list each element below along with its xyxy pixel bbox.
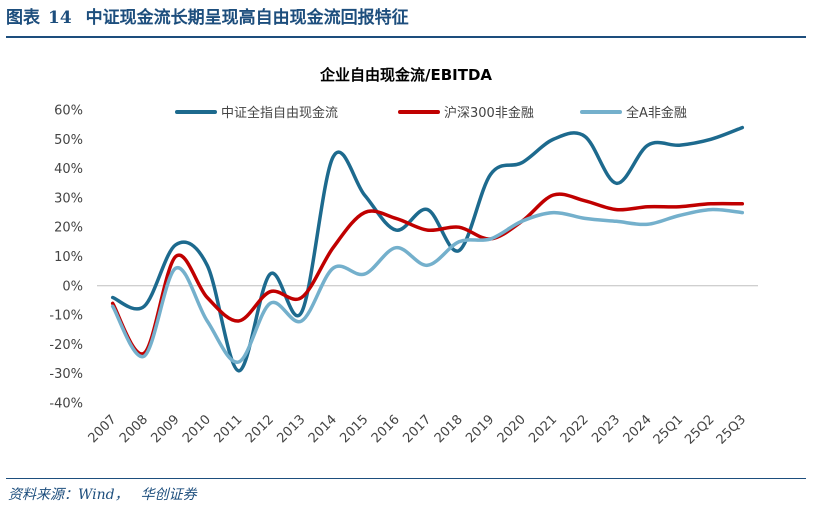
x-tick-label: 2021 (526, 412, 560, 446)
source-institution: 华创证券 (140, 487, 197, 503)
y-tick-label: 0% (62, 279, 83, 294)
x-tick-label: 2016 (369, 412, 403, 446)
y-axis-ticks: 60% 50% 40% 30% 20% 10% 0% -10% -20% -30% -40% (49, 104, 83, 412)
series-line (110, 125, 745, 373)
footer-divider (6, 478, 806, 479)
x-tick-label: 2019 (463, 412, 497, 446)
title-divider (6, 36, 806, 38)
x-tick-label: 2013 (274, 412, 308, 446)
figure-title-bar: 图表 14 中证现金流长期呈现高自由现金流回报特征 (6, 4, 409, 32)
y-tick-label: 20% (54, 221, 83, 236)
x-tick-label: 2008 (117, 412, 151, 446)
line-chart: 企业自由现金流/EBITDA 中证全指自由现金流 沪深300非金融 全A非金融 60… (49, 66, 758, 448)
x-tick-label: 25Q2 (682, 412, 717, 447)
series-lines (110, 125, 745, 373)
x-tick-label: 2012 (243, 412, 277, 446)
x-axis-ticks: 2007200820092010201120122013201420152016… (86, 412, 750, 447)
series-line (110, 207, 745, 364)
x-tick-label: 2022 (558, 412, 592, 446)
source-label: 资料来源： (8, 487, 78, 503)
x-tick-label: 2011 (211, 412, 245, 446)
y-tick-label: 50% (54, 133, 83, 148)
x-tick-label: 2014 (306, 412, 340, 446)
x-tick-label: 25Q1 (651, 412, 686, 447)
y-tick-label: -10% (49, 309, 83, 324)
figure-number: 14 (48, 8, 72, 28)
chart-title: 企业自由现金流/EBITDA (319, 66, 492, 84)
series-line (110, 192, 745, 356)
legend-label: 沪深300非金融 (444, 105, 534, 121)
y-tick-label: 60% (54, 104, 83, 119)
y-tick-label: -20% (49, 338, 83, 353)
y-tick-label: 30% (54, 191, 83, 206)
x-tick-label: 2024 (621, 412, 655, 446)
x-tick-label: 2010 (180, 412, 214, 446)
y-tick-label: -30% (49, 367, 83, 382)
legend-label: 全A非金融 (626, 105, 687, 121)
source-value: Wind， (78, 487, 129, 503)
figure-title: 中证现金流长期呈现高自由现金流回报特征 (85, 8, 409, 28)
legend-label: 中证全指自由现金流 (221, 105, 338, 121)
source-note: 资料来源：Wind， 华创证券 (8, 484, 197, 504)
x-tick-label: 2017 (400, 412, 434, 446)
x-tick-label: 2009 (149, 412, 183, 446)
x-tick-label: 2015 (337, 412, 371, 446)
x-tick-label: 2023 (589, 412, 623, 446)
x-tick-label: 2018 (432, 412, 466, 446)
y-tick-label: -40% (49, 397, 83, 412)
y-tick-label: 10% (54, 250, 83, 265)
figure-label: 图表 (6, 8, 40, 28)
x-tick-label: 2020 (495, 412, 529, 446)
x-tick-label: 25Q3 (714, 412, 749, 447)
x-tick-label: 2007 (86, 412, 120, 446)
legend: 中证全指自由现金流 沪深300非金融 全A非金融 (175, 105, 687, 121)
y-tick-label: 40% (54, 162, 83, 177)
